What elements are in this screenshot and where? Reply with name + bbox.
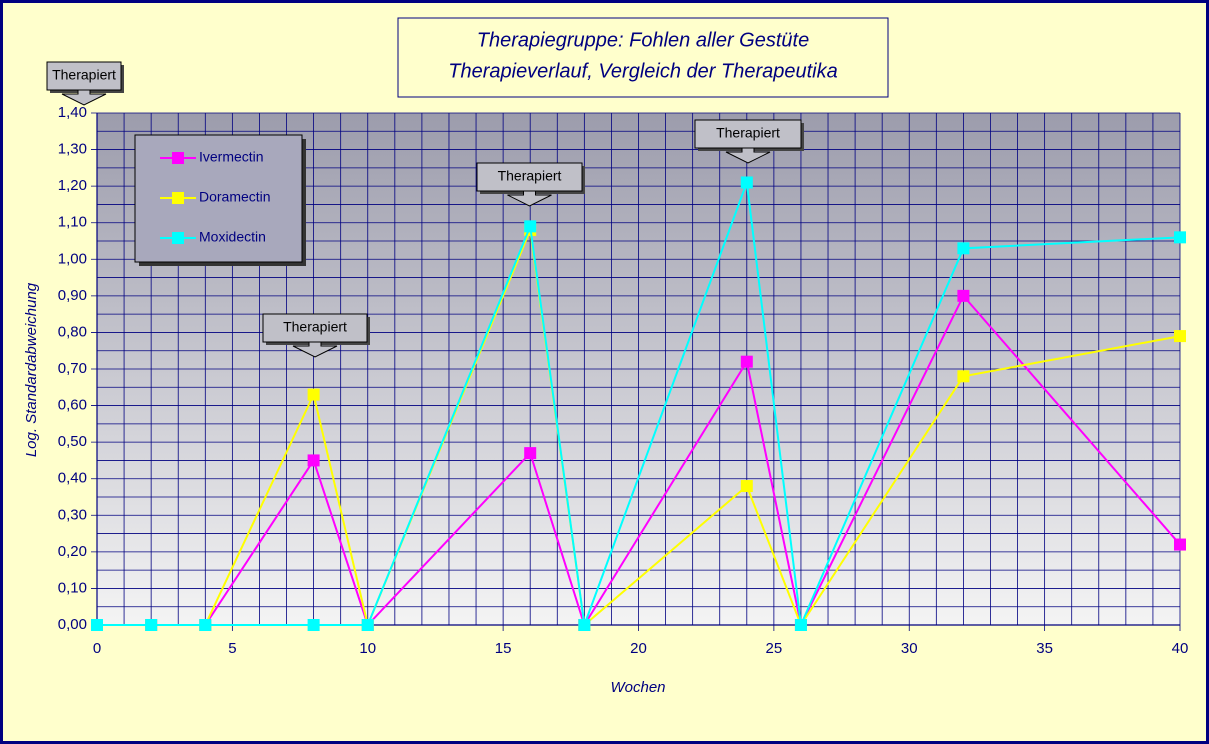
callout-arrow bbox=[725, 147, 771, 164]
callout bbox=[694, 119, 802, 149]
y-tick-label: 0,90 bbox=[58, 287, 87, 304]
x-tick-label: 30 bbox=[901, 640, 918, 657]
x-tick-label: 0 bbox=[93, 640, 101, 657]
chart-title: Therapiegruppe: Fohlen aller Gestüte bbox=[477, 29, 809, 51]
marker bbox=[307, 619, 320, 631]
marker bbox=[145, 619, 158, 631]
y-tick-label: 0,20 bbox=[58, 543, 87, 560]
callout-arrow bbox=[292, 341, 338, 358]
marker bbox=[199, 619, 212, 631]
legend-marker bbox=[172, 152, 184, 164]
callout-arrow bbox=[61, 89, 107, 106]
marker bbox=[740, 355, 753, 368]
legend-marker bbox=[172, 192, 184, 204]
marker bbox=[957, 242, 970, 255]
marker bbox=[307, 454, 320, 467]
x-tick-label: 35 bbox=[1036, 640, 1053, 657]
legend-label: Ivermectin bbox=[199, 149, 264, 165]
x-tick-label: 15 bbox=[495, 640, 512, 657]
y-tick-label: 0,80 bbox=[58, 323, 87, 340]
y-tick-label: 0,70 bbox=[58, 360, 87, 377]
callout bbox=[262, 313, 368, 343]
marker bbox=[794, 619, 807, 631]
legend-marker bbox=[172, 232, 184, 244]
legend-label: Moxidectin bbox=[199, 229, 266, 245]
marker bbox=[1174, 231, 1186, 244]
y-tick-label: 1,10 bbox=[58, 214, 87, 231]
y-tick-label: 0,10 bbox=[58, 579, 87, 596]
x-tick-label: 40 bbox=[1172, 640, 1189, 657]
marker bbox=[957, 370, 970, 383]
x-tick-label: 20 bbox=[630, 640, 647, 657]
y-tick-label: 1,00 bbox=[58, 250, 87, 267]
x-axis-label: Wochen bbox=[610, 679, 665, 696]
marker bbox=[740, 176, 753, 189]
marker bbox=[524, 447, 537, 460]
annotation: Therapiert bbox=[716, 125, 780, 141]
legend-label: Doramectin bbox=[199, 189, 271, 205]
marker bbox=[91, 619, 103, 631]
marker bbox=[524, 220, 537, 233]
title-box bbox=[397, 17, 889, 98]
marker bbox=[957, 289, 970, 302]
marker bbox=[740, 480, 753, 493]
chart-subtitle: Therapieverlauf, Vergleich der Therapeut… bbox=[448, 60, 837, 82]
y-tick-label: 0,00 bbox=[58, 616, 87, 633]
x-tick-label: 5 bbox=[228, 640, 236, 657]
marker bbox=[307, 388, 320, 401]
callout bbox=[46, 61, 122, 91]
marker bbox=[361, 619, 374, 631]
annotation: Therapiert bbox=[52, 67, 116, 83]
y-tick-label: 0,50 bbox=[58, 433, 87, 450]
x-tick-label: 10 bbox=[359, 640, 376, 657]
y-axis-label: Log. Standardabweichung bbox=[23, 282, 40, 457]
callout-arrow bbox=[507, 190, 552, 207]
annotation: Therapiert bbox=[498, 168, 562, 184]
x-tick-label: 25 bbox=[766, 640, 783, 657]
y-tick-label: 0,30 bbox=[58, 506, 87, 523]
marker bbox=[1174, 330, 1186, 343]
annotation: Therapiert bbox=[283, 319, 347, 335]
marker bbox=[1174, 538, 1186, 551]
y-tick-label: 1,20 bbox=[58, 177, 87, 194]
y-tick-label: 1,30 bbox=[58, 141, 87, 158]
y-tick-label: 1,40 bbox=[58, 104, 87, 121]
y-tick-label: 0,40 bbox=[58, 470, 87, 487]
marker bbox=[578, 619, 591, 631]
y-tick-label: 0,60 bbox=[58, 397, 87, 414]
